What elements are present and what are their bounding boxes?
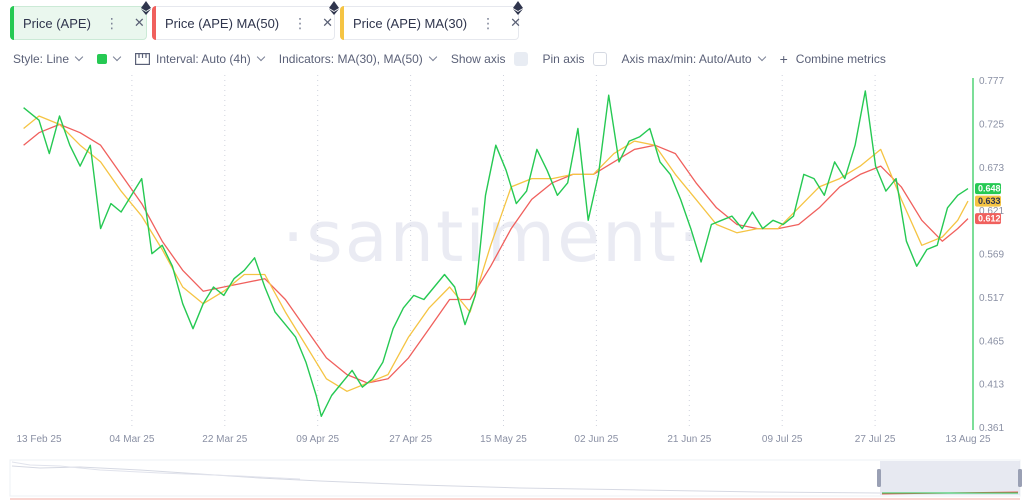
last-value-label: 0.633 — [978, 196, 1001, 206]
last-value-badge — [975, 195, 1001, 207]
chart-series — [23, 90, 969, 417]
indicators-dropdown[interactable]: Indicators: MA(30), MA(50) — [278, 52, 438, 66]
metric-color-bar — [10, 6, 14, 40]
more-options-icon[interactable]: ⋮ — [481, 14, 495, 31]
y-tick-label: 0.517 — [979, 293, 1004, 304]
calendar-icon — [135, 53, 151, 65]
interval-dropdown[interactable]: Interval: Auto (4h) — [135, 52, 266, 66]
show-axis-label: Show axis — [450, 52, 506, 66]
navigator-history-line — [11, 461, 301, 480]
x-tick-label: 13 Feb 25 — [16, 434, 61, 445]
x-tick-label: 15 May 25 — [480, 434, 527, 445]
y-tick-label: 0.569 — [979, 250, 1004, 261]
x-tick-label: 04 Mar 25 — [109, 434, 154, 445]
combine-metrics-button[interactable]: + Combine metrics — [780, 51, 886, 67]
chart-grid — [131, 75, 876, 428]
pin-axis-checkbox[interactable] — [592, 52, 607, 66]
y-tick-label: 0.725 — [979, 119, 1004, 130]
pin-axis-label: Pin axis — [542, 52, 585, 66]
metric-tab-label: Price (APE) MA(30) — [353, 15, 468, 31]
y-tick-label: 0.413 — [979, 380, 1004, 391]
ethereum-icon — [513, 1, 523, 15]
y-axis: 0.777 0.725 0.673 0.621 0.569 0.517 0.465 0.413… — [972, 76, 1004, 434]
y-tick-label: 0.673 — [979, 163, 1004, 174]
style-dropdown[interactable]: Style: Line — [13, 52, 84, 66]
series-line — [23, 90, 969, 417]
x-tick-label: 09 Apr 25 — [296, 434, 339, 445]
navigator-handle-left — [877, 469, 881, 487]
metric-tabs: Price (APE) ⋮ ✕ Price (APE) MA(50) ⋮ ✕ P… — [10, 1, 523, 40]
x-tick-label: 27 Apr 25 — [389, 434, 432, 445]
y-tick-label: 0.361 — [979, 423, 1004, 434]
ethereum-icon — [329, 1, 339, 15]
x-tick-label: 13 Aug 25 — [945, 434, 990, 445]
more-options-icon[interactable]: ⋮ — [293, 14, 307, 31]
color-swatch — [97, 54, 108, 64]
metric-color-bar — [340, 6, 344, 40]
metric-tab-ma50[interactable]: Price (APE) MA(50) ⋮ ✕ — [152, 1, 339, 40]
metric-tab-label: Price (APE) — [23, 15, 91, 31]
last-value-badges: 0.648 0.633 0.612 — [975, 183, 1001, 225]
combine-metrics-label: Combine metrics — [795, 52, 886, 66]
pin-axis-toggle[interactable]: Pin axis — [543, 52, 607, 66]
metric-color-bar — [152, 6, 156, 40]
plus-icon: + — [779, 51, 788, 67]
interval-label: Interval: Auto (4h) — [156, 52, 251, 66]
navigator-track — [9, 459, 1021, 497]
axis-maxmin-dropdown[interactable]: Axis max/min: Auto/Auto — [621, 52, 766, 66]
axis-maxmin-label: Axis max/min: Auto/Auto — [621, 52, 752, 66]
y-tick-label: 0.777 — [979, 76, 1004, 87]
color-picker[interactable] — [97, 52, 122, 64]
metric-tab-price[interactable]: Price (APE) ⋮ ✕ — [10, 1, 151, 40]
chart-toolbar: Style: Line Interval: Auto (4h) Indicato… — [13, 50, 901, 68]
navigator-history-line — [11, 465, 1019, 495]
last-value-label: 0.612 — [978, 214, 1001, 224]
last-value-label: 0.648 — [978, 184, 1001, 194]
navigator-selection — [880, 461, 1020, 495]
more-options-icon[interactable]: ⋮ — [104, 14, 119, 31]
metric-tab-label: Price (APE) MA(50) — [165, 15, 280, 31]
indicators-label: Indicators: MA(30), MA(50) — [278, 52, 423, 66]
show-axis-toggle[interactable]: Show axis — [451, 52, 528, 66]
metric-tab-ma30[interactable]: Price (APE) MA(30) ⋮ ✕ — [340, 1, 523, 40]
x-tick-label: 22 Mar 25 — [202, 434, 247, 445]
y-tick-label: 0.465 — [979, 336, 1004, 347]
series-line — [23, 123, 969, 384]
navigator-handle-right — [1018, 469, 1022, 487]
x-tick-label: 09 Jul 25 — [762, 434, 803, 445]
x-axis: 13 Feb 25 04 Mar 25 22 Mar 25 09 Apr 25 27 A… — [16, 434, 990, 445]
close-icon[interactable]: ✕ — [322, 15, 334, 30]
y-tick-label: 0.621 — [979, 206, 1004, 217]
series-line — [23, 115, 969, 392]
x-tick-label: 27 Jul 25 — [855, 434, 896, 445]
close-icon[interactable]: ✕ — [133, 15, 145, 30]
ethereum-icon — [141, 1, 151, 15]
x-tick-label: 21 Jun 25 — [667, 434, 711, 445]
last-value-badge — [975, 183, 1001, 195]
range-navigator — [9, 459, 1022, 500]
last-value-badge — [975, 213, 1001, 225]
style-label: Style: Line — [13, 52, 70, 66]
close-icon[interactable]: ✕ — [510, 15, 522, 30]
x-tick-label: 02 Jun 25 — [574, 434, 618, 445]
show-axis-checkbox[interactable] — [513, 52, 528, 66]
